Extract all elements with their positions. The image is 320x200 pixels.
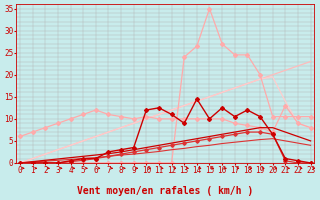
X-axis label: Vent moyen/en rafales ( km/h ): Vent moyen/en rafales ( km/h ) [77,186,253,196]
